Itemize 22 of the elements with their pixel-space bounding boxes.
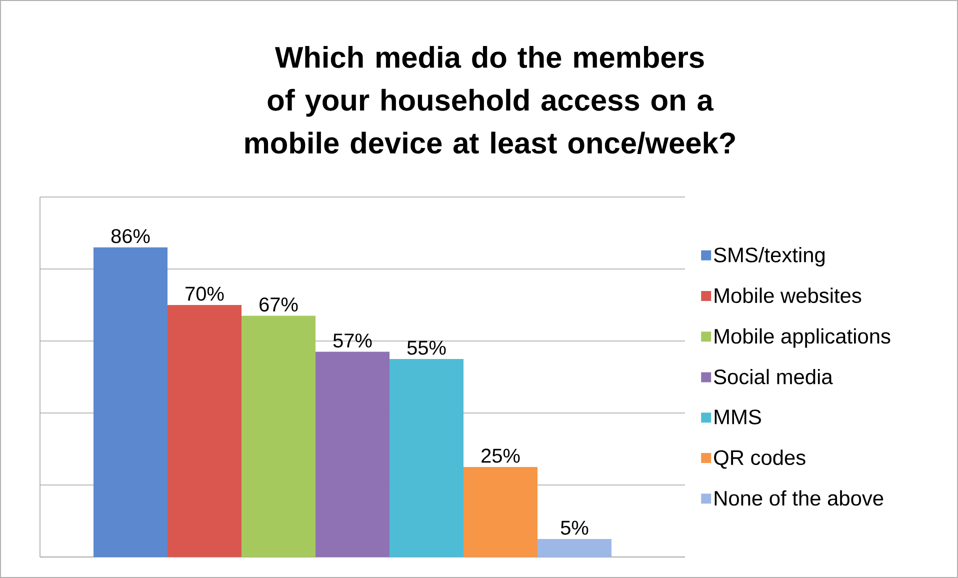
data-label: 25% [482, 448, 520, 463]
bar [168, 304, 242, 557]
legend-label: None of the above [714, 490, 884, 506]
data-label: 57% [333, 334, 372, 348]
legend-label: SMS/texting [714, 247, 825, 267]
bar [94, 247, 168, 557]
legend-label: Social media [714, 368, 833, 384]
bar [316, 352, 390, 557]
legend-label: Mobile applications [714, 328, 890, 348]
bar [242, 316, 316, 557]
data-label: 55% [407, 340, 446, 355]
bar [464, 466, 538, 557]
legend-label: QR codes [714, 450, 806, 469]
legend-label: Mobile websites [714, 288, 862, 304]
data-label: 86% [111, 229, 150, 244]
bar [538, 538, 612, 557]
data-label: 67% [260, 297, 298, 312]
data-label: 5% [560, 520, 588, 535]
data-label: 70% [186, 286, 224, 301]
bar [390, 358, 464, 557]
chart-title: Which media do the members of your household access on a mobile device at least once/week? [245, 46, 735, 154]
legend-label: MMS [714, 410, 761, 424]
